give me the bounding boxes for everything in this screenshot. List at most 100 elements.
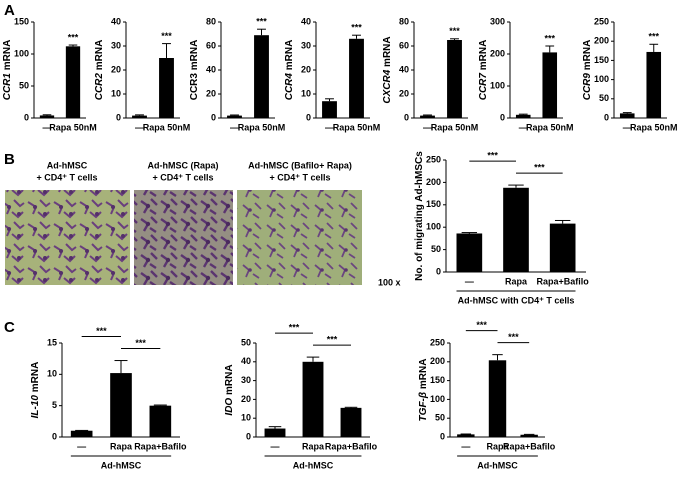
bracket-label: ***	[476, 320, 487, 330]
bar	[159, 58, 174, 118]
y-tick-label: 250	[594, 16, 609, 26]
x-tick-label: —	[461, 441, 470, 451]
bar	[65, 46, 81, 118]
error-bar	[114, 360, 128, 374]
bar	[520, 434, 538, 437]
panel-label: B	[4, 151, 15, 168]
x-tick-label: Rapa 50nM	[431, 122, 479, 132]
y-axis-label: CCR7 mRNA	[478, 40, 489, 101]
error-bar	[518, 113, 528, 115]
gene-name: CCR9	[582, 73, 593, 101]
y-tick-label: 20	[111, 64, 121, 74]
x-tick-label: Rapa+Bafilo	[325, 441, 378, 451]
x-tick-label: —	[77, 441, 86, 451]
error-bar	[450, 38, 459, 40]
y-tick-label: 40	[301, 16, 311, 26]
bracket-label: ***	[534, 162, 545, 172]
y-axis-label: IL-10 mRNA	[30, 362, 41, 419]
error-bar	[68, 44, 78, 47]
y-tick-label: 150	[594, 55, 609, 65]
y-tick-label: 50	[431, 244, 441, 254]
y-tick-label: 0	[246, 431, 251, 441]
bar	[456, 233, 483, 272]
x-tick-label: Rapa+Bafilo	[537, 276, 590, 286]
y-axis-label: No. of migrating Ad-hMSCs	[414, 151, 425, 281]
gene-name: CCR7	[478, 73, 489, 101]
y-tick-label: 60	[206, 40, 216, 50]
y-tick-label: 0	[211, 112, 216, 122]
image-caption: Ad-hMSC (Rapa)	[148, 160, 219, 170]
y-tick-label: 0	[440, 431, 445, 441]
bracket-label: ***	[508, 332, 519, 342]
y-tick-label: 150	[430, 375, 445, 385]
y-tick-label: 100	[490, 80, 505, 90]
x-tick-label: Rapa	[110, 441, 133, 451]
y-axis-label: CCR1 mRNA	[2, 40, 13, 101]
y-tick-label: 50	[241, 337, 251, 347]
y-tick-label: 30	[301, 40, 311, 50]
bar	[110, 373, 132, 437]
x-tick-label: —	[423, 122, 432, 132]
error-bar	[545, 45, 555, 53]
gene-name: CCR1	[2, 73, 13, 101]
image-caption: + CD4⁺ T cells	[269, 172, 330, 182]
x-tick-label: Rapa 50nM	[630, 122, 678, 132]
x-tick-label: Rapa 50nM	[49, 122, 97, 132]
y-tick-label: 40	[206, 64, 216, 74]
y-tick-label: 200	[490, 48, 505, 58]
y-tick-label: 60	[399, 40, 409, 50]
unit: mRNA	[382, 36, 393, 67]
error-bar	[230, 114, 239, 116]
y-tick-label: 15	[47, 337, 57, 347]
y-tick-label: 40	[111, 16, 121, 26]
x-tick-label: —	[325, 122, 334, 132]
bar	[420, 115, 435, 118]
bracket-label: ***	[487, 150, 498, 160]
unit: mRNA	[284, 40, 295, 71]
image-caption: Ad-hMSC	[47, 160, 88, 170]
micrograph	[5, 190, 130, 285]
error-bar	[306, 356, 320, 362]
y-tick-label: 20	[241, 394, 251, 404]
y-tick-label: 0	[24, 112, 29, 122]
x-tick-label: Rapa	[486, 441, 509, 451]
bar	[340, 407, 362, 437]
y-tick-label: 200	[430, 356, 445, 366]
error-bar	[135, 114, 144, 116]
unit: mRNA	[224, 364, 235, 395]
significance: ***	[161, 31, 172, 41]
y-tick-label: 20	[206, 88, 216, 98]
bar	[264, 428, 286, 437]
error-bar	[508, 184, 524, 188]
y-tick-label: 40	[241, 356, 251, 366]
error-bar	[344, 406, 358, 408]
y-tick-label: 0	[52, 431, 57, 441]
y-tick-label: 150	[14, 16, 29, 26]
y-tick-label: 40	[399, 64, 409, 74]
y-tick-label: 20	[399, 88, 409, 98]
y-tick-label: 300	[490, 16, 505, 26]
x-tick-label: —	[519, 122, 528, 132]
error-bar	[162, 43, 171, 58]
y-tick-label: 150	[426, 199, 441, 209]
y-tick-label: 30	[111, 40, 121, 50]
bracket-label: ***	[327, 334, 338, 344]
micrograph	[134, 190, 233, 285]
bar	[488, 360, 507, 437]
gene-name: CXCR4	[382, 69, 393, 103]
y-tick-label: 10	[241, 413, 251, 423]
y-tick-label: 10	[47, 369, 57, 379]
unit: No. of migrating Ad-hMSCs	[414, 151, 425, 281]
y-axis-label: CCR2 mRNA	[94, 40, 105, 101]
y-axis-label: CXCR4 mRNA	[382, 36, 393, 103]
y-tick-label: 20	[301, 64, 311, 74]
x-tick-label: Rapa 50nM	[143, 122, 191, 132]
unit: mRNA	[418, 359, 429, 390]
y-axis-label: TGF-β mRNA	[418, 359, 429, 422]
x-tick-label: —	[230, 122, 239, 132]
gene-name: IDO	[224, 398, 235, 416]
bar	[322, 101, 337, 118]
y-tick-label: 0	[604, 112, 609, 122]
x-tick-label: Rapa 50nM	[238, 122, 286, 132]
